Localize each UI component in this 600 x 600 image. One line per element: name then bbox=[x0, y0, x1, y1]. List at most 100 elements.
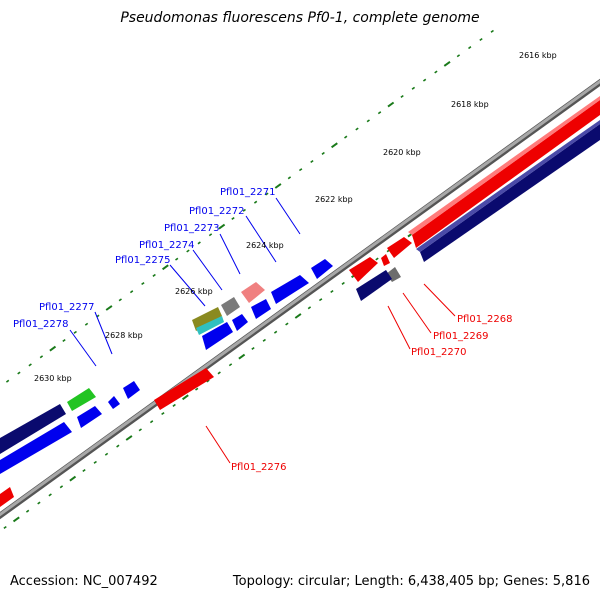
tick-mark bbox=[5, 379, 10, 383]
tick-mark bbox=[321, 151, 325, 155]
tick-mark bbox=[298, 168, 303, 172]
gene-block-blue bbox=[251, 299, 271, 319]
tick-mark bbox=[238, 353, 246, 360]
gene-block-blue bbox=[108, 396, 120, 409]
tick-mark bbox=[49, 345, 57, 352]
tick-mark bbox=[341, 281, 345, 285]
tick-mark bbox=[162, 264, 169, 271]
gene-label: Pfl01_2277 bbox=[39, 302, 95, 313]
gene-block-navy bbox=[420, 124, 600, 262]
tick-mark bbox=[125, 435, 133, 441]
tick-mark bbox=[228, 363, 233, 367]
tick-mark bbox=[141, 282, 145, 286]
tick-mark bbox=[62, 338, 66, 343]
tick-mark bbox=[274, 183, 282, 189]
gene-block-red bbox=[154, 368, 214, 410]
genome-axis bbox=[0, 78, 600, 520]
gene-block-red bbox=[0, 487, 14, 507]
tick-mark bbox=[129, 290, 134, 294]
tick-mark bbox=[17, 371, 21, 375]
tick-mark bbox=[118, 298, 122, 302]
tick-mark bbox=[375, 257, 379, 261]
genome-summary-text: Topology: circular; Length: 6,438,405 bp… bbox=[232, 574, 590, 589]
gene-label: Pfl01_2278 bbox=[13, 319, 69, 330]
tick-mark bbox=[3, 525, 7, 529]
gene-block-navy bbox=[356, 270, 392, 301]
tick-mark bbox=[253, 200, 258, 204]
gene-block-blue bbox=[232, 314, 248, 331]
tick-mark bbox=[48, 493, 52, 497]
gene-label: Pfl01_2271 bbox=[220, 187, 276, 198]
tick-mark bbox=[197, 241, 201, 245]
tick-mark bbox=[490, 29, 494, 33]
kbp-label: 2618 kbp bbox=[451, 100, 489, 109]
tick-mark bbox=[116, 444, 120, 448]
tick-mark bbox=[182, 394, 189, 401]
tick-mark bbox=[186, 249, 190, 253]
tick-mark bbox=[104, 452, 109, 456]
kbp-label: 2628 kbp bbox=[105, 331, 143, 340]
tick-mark bbox=[172, 403, 176, 407]
tick-mark bbox=[69, 475, 77, 482]
tick-mark bbox=[330, 289, 334, 294]
kbp-label: 2624 kbp bbox=[246, 241, 284, 250]
tick-mark bbox=[208, 233, 213, 237]
leader-lines bbox=[69, 197, 456, 464]
gene-block-navy bbox=[0, 404, 66, 454]
tick-mark bbox=[331, 142, 338, 149]
gene-block-red bbox=[381, 254, 390, 266]
tick-mark bbox=[456, 54, 461, 58]
tick-mark bbox=[195, 387, 199, 391]
tick-mark bbox=[175, 257, 179, 261]
tick-mark bbox=[206, 379, 210, 383]
gene-label: Pfl01_2269 bbox=[433, 331, 489, 342]
gene-block-blue bbox=[202, 322, 233, 350]
gene-label: Pfl01_2272 bbox=[189, 206, 245, 217]
kbp-labels: 2616 kbp 2618 kbp 2620 kbp 2622 kbp 2624… bbox=[34, 51, 557, 383]
gene-label: Pfl01_2276 bbox=[231, 462, 287, 473]
kbp-label: 2620 kbp bbox=[383, 148, 421, 157]
tick-mark bbox=[479, 37, 483, 42]
kbp-label: 2622 kbp bbox=[315, 195, 353, 204]
gene-block-blue bbox=[77, 406, 102, 428]
gene-block-green bbox=[67, 388, 96, 411]
tick-mark bbox=[59, 485, 64, 489]
gene-label: Pfl01_2273 bbox=[164, 223, 220, 234]
tick-mark bbox=[294, 313, 302, 319]
tick-mark bbox=[37, 501, 41, 505]
gene-block-blue bbox=[271, 275, 309, 304]
tick-mark bbox=[84, 322, 89, 326]
tick-mark bbox=[310, 159, 314, 164]
tick-mark bbox=[387, 101, 395, 108]
gene-block-blue bbox=[311, 259, 333, 279]
tick-mark bbox=[12, 516, 20, 523]
tick-mark bbox=[344, 135, 348, 139]
tick-mark bbox=[400, 94, 404, 98]
tick-mark bbox=[285, 322, 289, 326]
tick-mark bbox=[422, 78, 427, 82]
gene-block-blue bbox=[123, 381, 140, 399]
gene-label: Pfl01_2268 bbox=[457, 314, 513, 325]
kbp-label: 2626 kbp bbox=[175, 287, 213, 296]
tick-mark bbox=[73, 330, 77, 334]
tick-mark bbox=[262, 338, 266, 342]
tick-mark bbox=[161, 412, 165, 416]
gene-block-blue bbox=[0, 422, 72, 474]
gene-block-red bbox=[387, 237, 412, 258]
gene-block-pink bbox=[241, 282, 265, 303]
gene-label: Pfl01_2274 bbox=[139, 240, 195, 251]
tick-mark bbox=[355, 127, 359, 131]
tick-mark bbox=[242, 208, 246, 212]
tick-mark bbox=[265, 192, 269, 196]
map-title: Pseudomonas fluorescens Pf0-1, complete … bbox=[120, 10, 479, 26]
tick-mark bbox=[152, 273, 156, 277]
tick-mark bbox=[218, 223, 226, 230]
tick-mark bbox=[217, 371, 221, 375]
gene-label: Pfl01_2275 bbox=[115, 255, 171, 266]
gene-block-gray bbox=[221, 297, 240, 316]
kbp-label: 2616 kbp bbox=[519, 51, 557, 60]
tick-mark bbox=[307, 306, 312, 310]
gene-label: Pfl01_2270 bbox=[411, 347, 467, 358]
tick-mark bbox=[434, 70, 438, 74]
